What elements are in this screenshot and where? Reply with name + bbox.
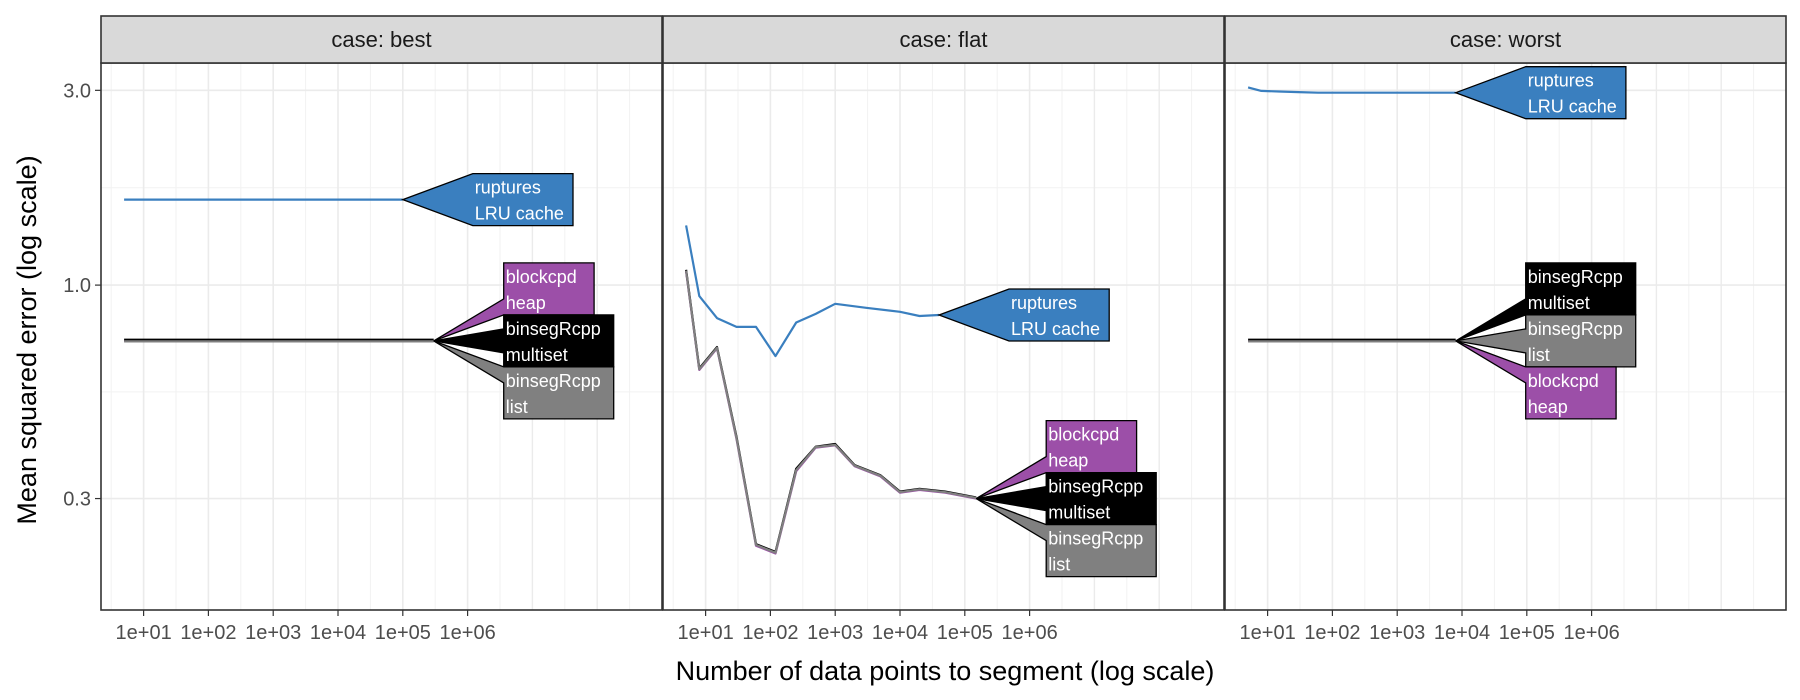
series-line-binsegRcpp_list [685,270,977,554]
x-tick-label: 1e+02 [742,622,798,644]
label-text-binsegRcpp_list: binsegRcpp [506,371,601,391]
label-text-binsegRcpp_list: binsegRcpp [1528,319,1623,339]
x-tick-label: 1e+04 [310,622,366,644]
label-box-binsegRcpp_list [975,497,1157,578]
label-box-ruptures [1453,66,1627,120]
label-text-ruptures: LRU cache [475,204,564,224]
x-tick-label: 1e+05 [1499,622,1555,644]
label-text-binsegRcpp_multiset: binsegRcpp [1048,477,1143,497]
facet-strip-label: case: flat [899,27,987,52]
x-tick-label: 1e+03 [245,622,301,644]
y-tick-label: 0.3 [63,489,91,511]
x-tick-label: 1e+01 [678,622,734,644]
series-line-ruptures [1247,86,1456,94]
facet-strip [1224,15,1787,64]
label-text-binsegRcpp_multiset: binsegRcpp [506,319,601,339]
label-text-ruptures: ruptures [1011,293,1077,313]
label-box-binsegRcpp_list [1455,314,1637,368]
x-tick-label: 1e+05 [937,622,993,644]
x-axis-title: Number of data points to segment (log sc… [676,656,1215,686]
label-text-binsegRcpp_multiset: multiset [506,345,568,365]
label-box-ruptures [937,288,1110,342]
label-text-binsegRcpp_list: list [506,397,528,417]
x-tick-label: 1e+03 [1369,622,1425,644]
label-text-blockcpd: blockcpd [1048,425,1119,445]
label-box-binsegRcpp_multiset [976,471,1157,526]
label-text-binsegRcpp_multiset: binsegRcpp [1528,267,1623,287]
label-text-ruptures: ruptures [475,178,541,198]
label-text-blockcpd: blockcpd [1528,371,1599,391]
facet-strip-label: case: worst [1450,27,1561,52]
facet-panel-2: ruptures LRU cache blockcpd heap binsegRcpp m… [662,15,1225,644]
label-text-blockcpd: blockcpd [506,267,577,287]
x-tick-label: 1e+06 [1002,622,1058,644]
label-box-blockcpd [1455,340,1617,420]
x-tick-label: 1e+03 [807,622,863,644]
facet-strip [100,15,663,64]
x-tick-label: 1e+05 [375,622,431,644]
x-tick-label: 1e+01 [1240,622,1296,644]
x-tick-label: 1e+06 [440,622,496,644]
series-line-ruptures [685,225,940,358]
label-box-binsegRcpp_multiset [433,314,615,368]
label-box-binsegRcpp_list [433,340,615,420]
facet-strip-label: case: best [331,27,431,52]
x-tick-label: 1e+06 [1564,622,1620,644]
x-tick-label: 1e+02 [180,622,236,644]
label-text-blockcpd: heap [1528,397,1568,417]
y-axis-title: Mean squared error (log scale) [12,155,42,524]
x-tick-label: 1e+04 [1434,622,1490,644]
y-tick-label: 1.0 [63,275,91,297]
facet-strip [662,15,1225,64]
label-text-ruptures: LRU cache [1011,319,1100,339]
facet-panel-1: ruptures LRU cache blockcpd heap binsegRcpp m… [100,15,663,644]
facet-panel-3: ruptures LRU cache binsegRcpp multiset binse… [1224,15,1787,644]
facet-panels: 3.0 1.0 0.3 ruptures LRU cache blockcpd heap bi… [63,15,1787,644]
label-text-binsegRcpp_list: list [1048,555,1070,575]
x-tick-label: 1e+04 [872,622,928,644]
label-text-binsegRcpp_list: binsegRcpp [1048,529,1143,549]
x-tick-label: 1e+02 [1304,622,1360,644]
label-text-binsegRcpp_multiset: multiset [1528,293,1590,313]
label-text-blockcpd: heap [1048,451,1088,471]
label-text-ruptures: ruptures [1528,71,1594,91]
label-text-binsegRcpp_list: list [1528,345,1550,365]
y-tick-label: 3.0 [63,80,91,102]
label-text-binsegRcpp_multiset: multiset [1048,503,1110,523]
label-text-blockcpd: heap [506,293,546,313]
label-text-ruptures: LRU cache [1528,97,1617,117]
x-tick-label: 1e+01 [116,622,172,644]
label-box-ruptures [400,172,574,227]
